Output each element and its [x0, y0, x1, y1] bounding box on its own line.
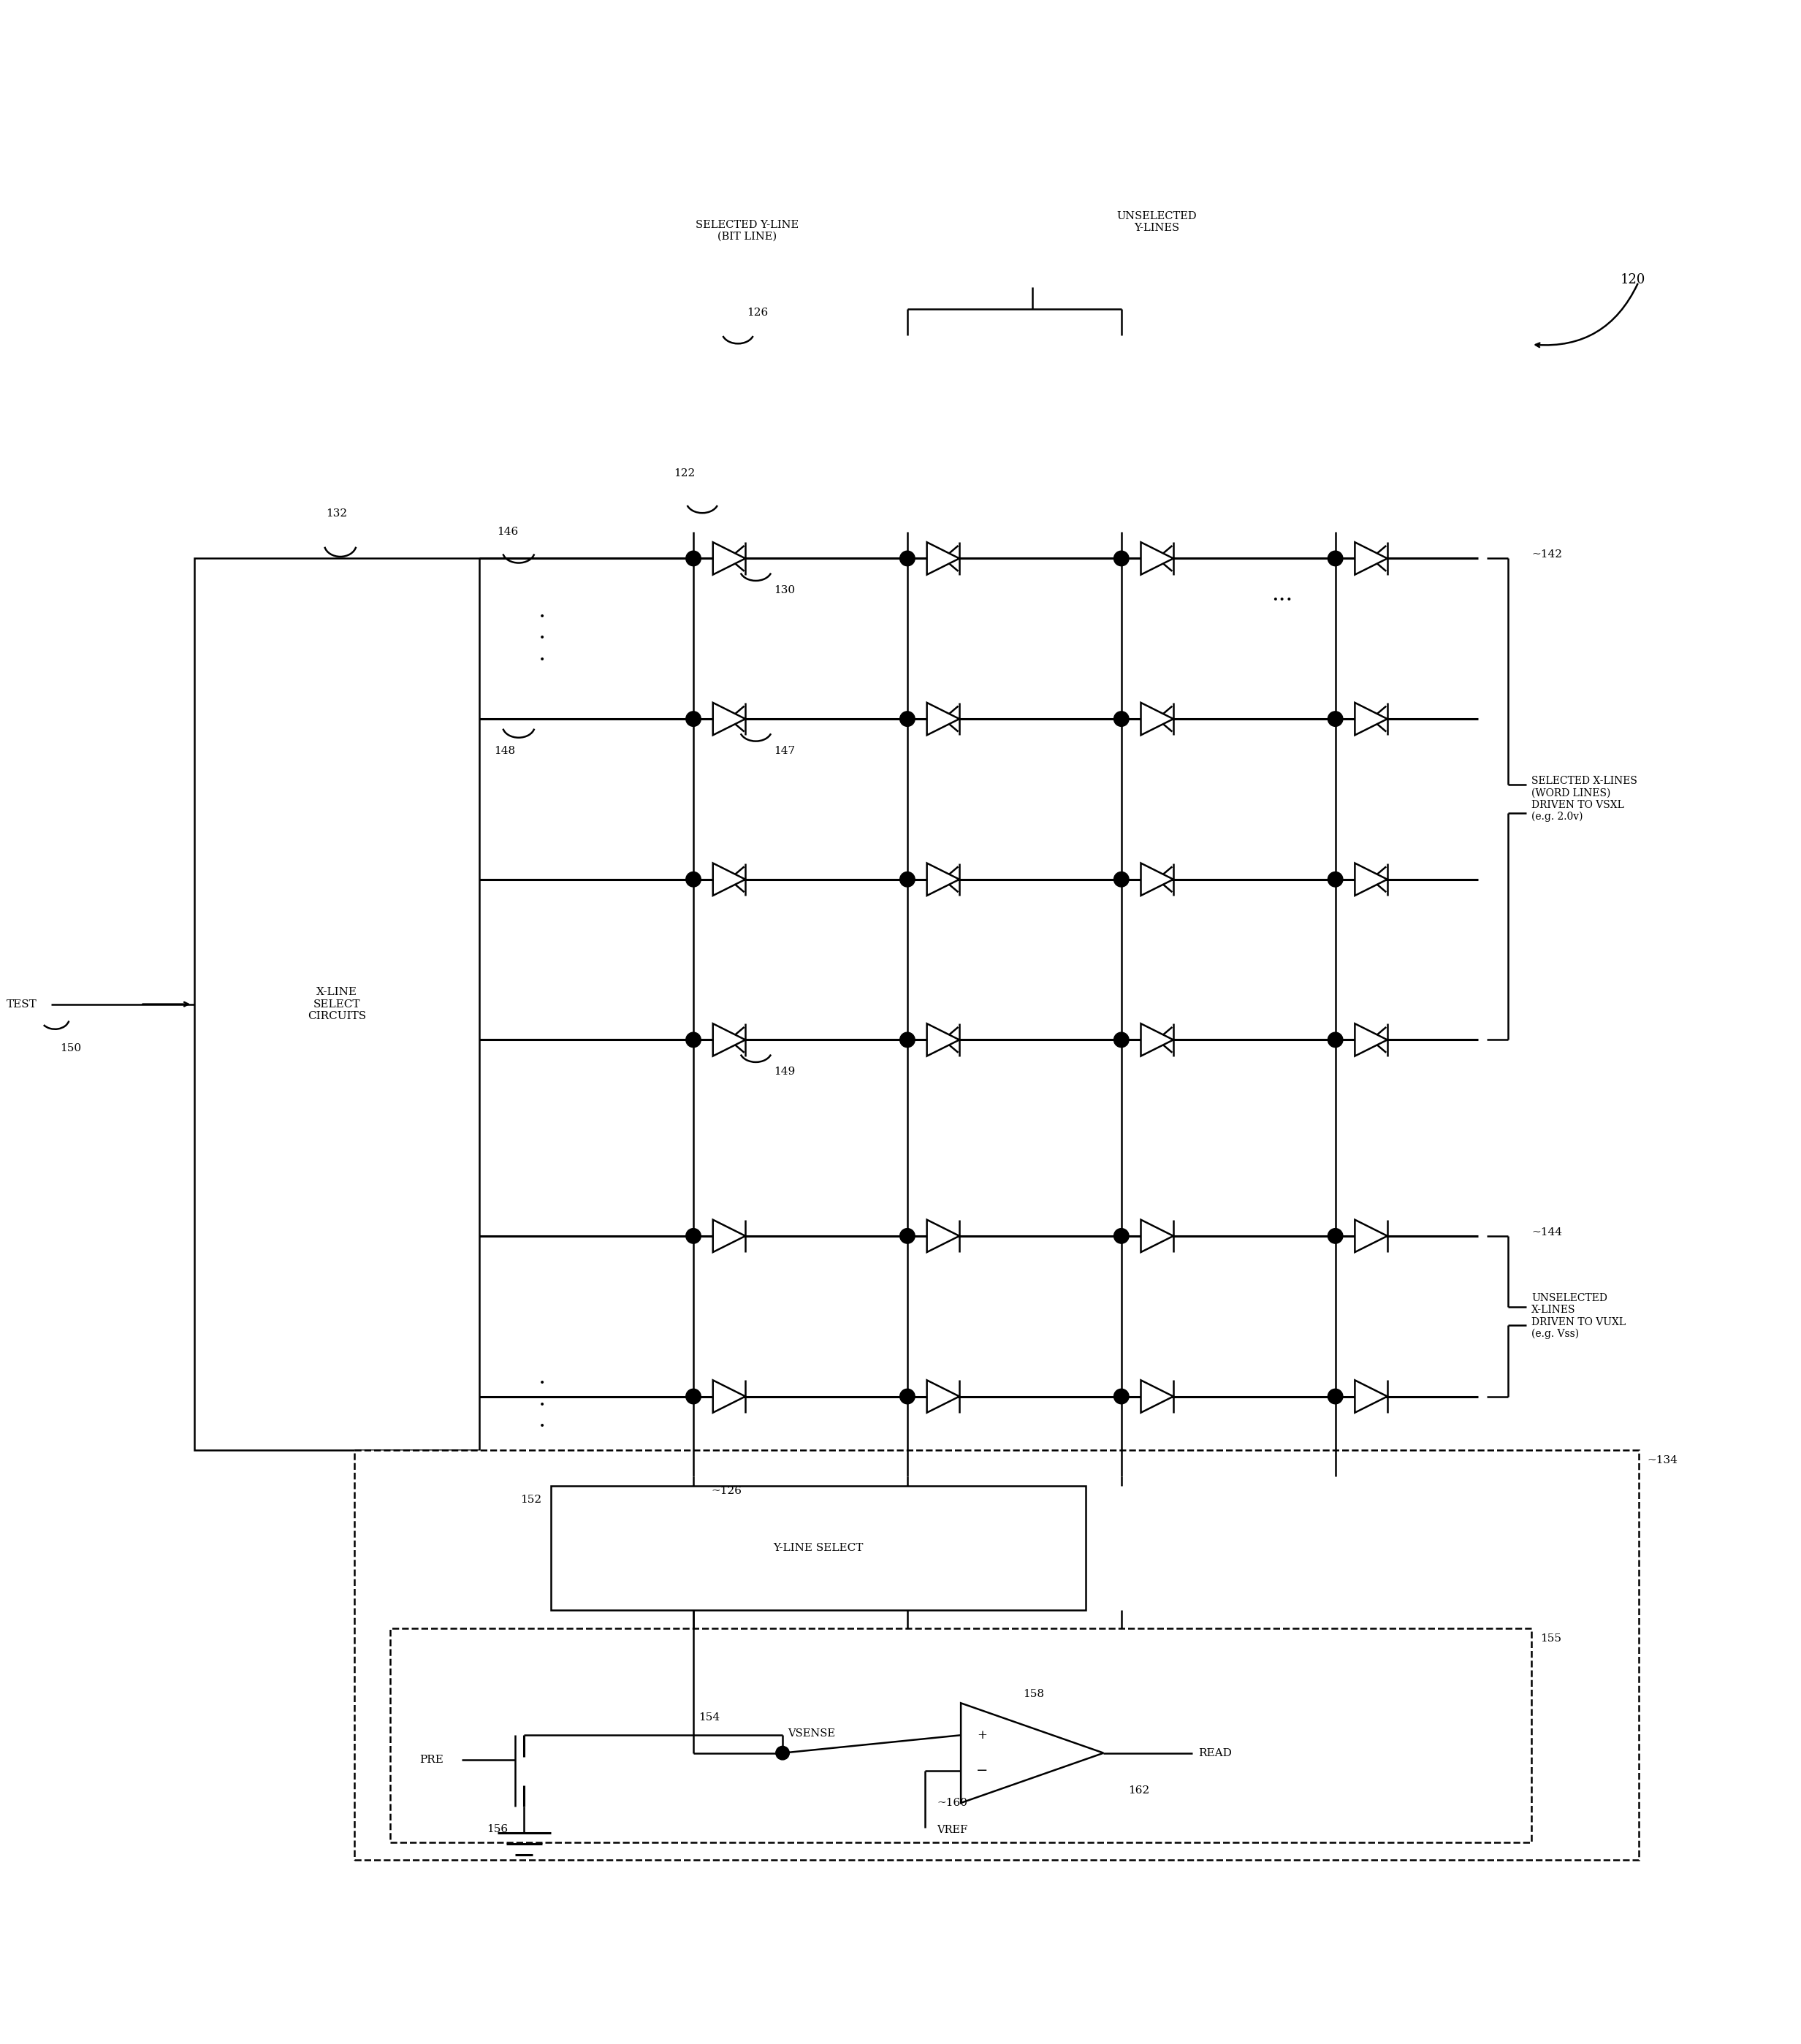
Bar	[195, 558, 479, 1449]
Text: UNSELECTED
Y-LINES: UNSELECTED Y-LINES	[1117, 211, 1198, 233]
Text: ~144: ~144	[1531, 1226, 1561, 1237]
Text: 132: 132	[326, 509, 348, 519]
Text: 126: 126	[747, 307, 769, 317]
Text: VSENSE: VSENSE	[787, 1729, 836, 1739]
Polygon shape	[1140, 703, 1172, 736]
Circle shape	[1113, 711, 1129, 726]
Text: VREF: VREF	[937, 1825, 967, 1836]
Bar	[391, 1629, 1531, 1842]
Text: UNSELECTED
X-LINES
DRIVEN TO VUXL
(e.g. Vss): UNSELECTED X-LINES DRIVEN TO VUXL (e.g. …	[1531, 1294, 1626, 1339]
Circle shape	[900, 711, 915, 726]
Text: SELECTED X-LINES
(WORD LINES)
DRIVEN TO VSXL
(e.g. 2.0v): SELECTED X-LINES (WORD LINES) DRIVEN TO …	[1531, 777, 1637, 822]
Circle shape	[686, 552, 701, 566]
Text: •: •	[538, 1423, 546, 1433]
Text: 122: 122	[674, 468, 695, 478]
Circle shape	[686, 1390, 701, 1404]
Text: •: •	[538, 611, 546, 621]
Circle shape	[900, 1390, 915, 1404]
Text: 146: 146	[497, 527, 519, 538]
Circle shape	[900, 1032, 915, 1047]
Text: 150: 150	[61, 1042, 81, 1053]
Text: −: −	[976, 1764, 989, 1778]
Text: •: •	[538, 654, 546, 664]
Text: ~160: ~160	[937, 1797, 967, 1807]
Circle shape	[1327, 711, 1344, 726]
Circle shape	[1113, 873, 1129, 887]
Polygon shape	[1140, 542, 1172, 574]
Text: 148: 148	[493, 746, 515, 756]
Polygon shape	[1354, 1220, 1387, 1253]
Circle shape	[1113, 1390, 1129, 1404]
Circle shape	[1113, 1228, 1129, 1243]
Text: •: •	[538, 634, 546, 644]
Polygon shape	[713, 703, 746, 736]
Text: ~126: ~126	[711, 1486, 742, 1496]
Text: •: •	[538, 1380, 546, 1390]
Circle shape	[1327, 1390, 1344, 1404]
Circle shape	[1113, 552, 1129, 566]
Circle shape	[1113, 1032, 1129, 1047]
Circle shape	[900, 873, 915, 887]
Text: READ: READ	[1198, 1748, 1232, 1758]
Polygon shape	[928, 703, 960, 736]
Polygon shape	[1140, 1024, 1172, 1057]
Text: TEST: TEST	[7, 1000, 38, 1010]
Text: PRE: PRE	[420, 1756, 443, 1766]
Text: SELECTED Y-LINE
(BIT LINE): SELECTED Y-LINE (BIT LINE)	[695, 219, 798, 241]
Text: ...: ...	[1272, 583, 1293, 605]
Text: •: •	[538, 1400, 546, 1410]
Circle shape	[1327, 1228, 1344, 1243]
Polygon shape	[928, 542, 960, 574]
Polygon shape	[713, 542, 746, 574]
Circle shape	[900, 1228, 915, 1243]
Text: Y-LINE SELECT: Y-LINE SELECT	[773, 1543, 863, 1553]
Polygon shape	[713, 863, 746, 895]
Circle shape	[1327, 552, 1344, 566]
Text: 158: 158	[1023, 1688, 1045, 1699]
Polygon shape	[1140, 1220, 1172, 1253]
Polygon shape	[1354, 863, 1387, 895]
Text: 162: 162	[1129, 1784, 1149, 1795]
Text: ~134: ~134	[1648, 1455, 1679, 1466]
Text: X-LINE
SELECT
CIRCUITS: X-LINE SELECT CIRCUITS	[308, 987, 366, 1022]
Bar	[551, 1486, 1086, 1611]
Polygon shape	[713, 1220, 746, 1253]
Text: 156: 156	[486, 1825, 508, 1836]
Circle shape	[686, 1228, 701, 1243]
Circle shape	[776, 1746, 789, 1760]
Text: 120: 120	[1621, 274, 1646, 286]
Polygon shape	[1354, 703, 1387, 736]
Text: 152: 152	[520, 1494, 542, 1504]
Text: 130: 130	[774, 585, 794, 595]
Polygon shape	[1354, 1380, 1387, 1412]
Text: 155: 155	[1540, 1633, 1561, 1643]
Circle shape	[900, 552, 915, 566]
Circle shape	[1327, 873, 1344, 887]
Polygon shape	[1354, 1024, 1387, 1057]
Polygon shape	[1354, 542, 1387, 574]
Polygon shape	[928, 1220, 960, 1253]
Polygon shape	[928, 1024, 960, 1057]
Text: 149: 149	[774, 1067, 794, 1077]
Polygon shape	[928, 863, 960, 895]
Polygon shape	[1140, 1380, 1172, 1412]
Polygon shape	[962, 1703, 1104, 1803]
Text: ~142: ~142	[1531, 550, 1561, 560]
Polygon shape	[713, 1024, 746, 1057]
Text: 154: 154	[699, 1713, 720, 1723]
Bar	[355, 1449, 1639, 1860]
Text: +: +	[978, 1729, 987, 1741]
Circle shape	[686, 1032, 701, 1047]
Text: 147: 147	[774, 746, 794, 756]
Circle shape	[686, 873, 701, 887]
Polygon shape	[713, 1380, 746, 1412]
Polygon shape	[928, 1380, 960, 1412]
Circle shape	[1327, 1032, 1344, 1047]
Circle shape	[686, 711, 701, 726]
Polygon shape	[1140, 863, 1172, 895]
